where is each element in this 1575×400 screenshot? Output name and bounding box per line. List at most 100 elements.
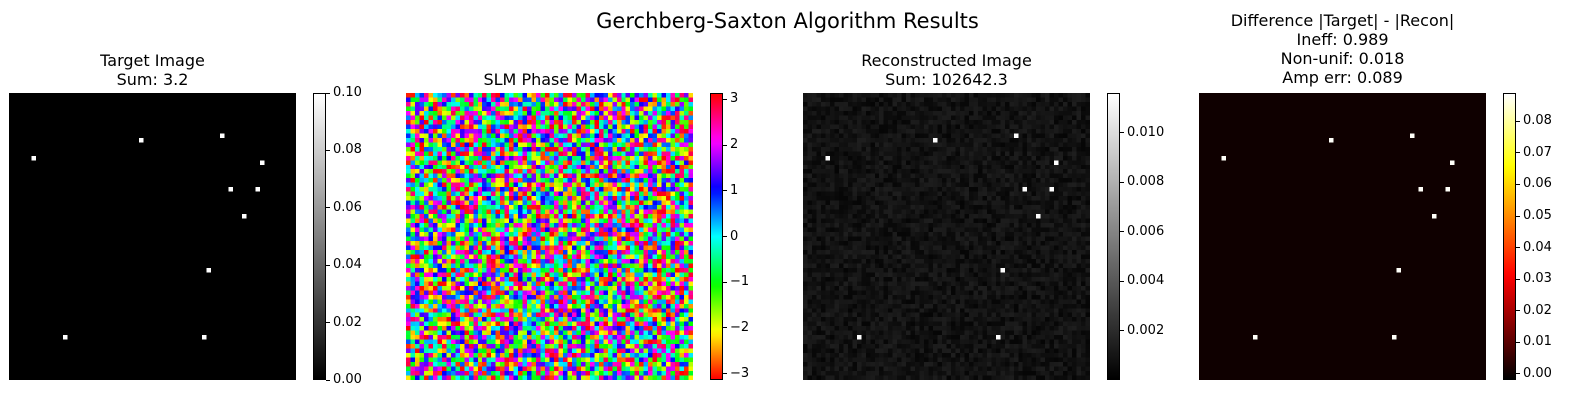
heatmap-cell [540, 218, 546, 224]
heatmap-cell [423, 137, 430, 143]
heatmap-cell [910, 93, 916, 99]
heatmap-cell [657, 348, 663, 354]
heatmap-cell [414, 128, 421, 134]
heatmap-cell [1000, 115, 1006, 121]
heatmap-cell [486, 187, 492, 193]
heatmap-cell [639, 227, 645, 233]
heatmap-cell [423, 348, 430, 354]
heatmap-cell [625, 137, 631, 143]
heatmap-cell [603, 128, 609, 134]
heatmap-cell [630, 335, 636, 341]
heatmap-cell [545, 214, 551, 220]
heatmap-cell [634, 187, 640, 193]
heatmap-cell [648, 240, 654, 247]
heatmap-cell [1031, 97, 1037, 103]
heatmap-cell [553, 160, 560, 166]
heatmap-cell [527, 232, 533, 238]
heatmap-cell [666, 115, 672, 121]
heatmap-cell [576, 348, 582, 354]
heatmap-cell [616, 339, 622, 345]
heatmap-cell [919, 119, 925, 125]
heatmap-cell [522, 276, 528, 282]
heatmap-cell [625, 285, 631, 291]
heatmap-cell [410, 308, 416, 314]
heatmap-cell [643, 236, 649, 242]
heatmap-cell [648, 294, 654, 300]
bright-spot [228, 187, 234, 192]
heatmap-cell [410, 285, 416, 291]
heatmap-cell [634, 93, 640, 99]
heatmap-cell [589, 353, 595, 359]
heatmap-cell [491, 146, 497, 152]
heatmap-cell [594, 128, 600, 134]
heatmap-cell [643, 137, 649, 143]
heatmap-cell [679, 128, 685, 134]
heatmap-cell [612, 236, 618, 242]
heatmap-cell [580, 106, 586, 112]
heatmap-cell [982, 119, 988, 125]
heatmap-cell [455, 218, 461, 224]
heatmap-cell [441, 371, 447, 377]
heatmap-cell [518, 146, 524, 152]
heatmap-cell [1049, 142, 1055, 148]
heatmap-cell [464, 267, 470, 273]
heatmap-cell [504, 182, 510, 188]
heatmap-cell [441, 236, 447, 242]
heatmap-cell [648, 317, 654, 323]
heatmap-cell [607, 240, 613, 247]
heatmap-cell [942, 142, 948, 148]
heatmap-cell [491, 371, 497, 377]
heatmap-cell [571, 236, 578, 242]
heatmap-cell [625, 339, 631, 345]
heatmap-cell [423, 205, 430, 211]
heatmap-cell [464, 330, 470, 336]
heatmap-cell [675, 299, 681, 305]
heatmap-cell [468, 303, 474, 309]
heatmap-cell [639, 294, 645, 300]
heatmap-cell [446, 155, 452, 161]
heatmap-cell [553, 272, 560, 278]
heatmap-cell [684, 294, 690, 300]
heatmap-cell [915, 106, 921, 112]
heatmap-cell [419, 133, 425, 139]
heatmap-cell [589, 110, 595, 117]
heatmap-cell [540, 258, 546, 265]
heatmap-cell [652, 348, 658, 354]
heatmap-cell [652, 254, 658, 260]
heatmap-cell [468, 357, 474, 363]
heatmap-cell [423, 169, 430, 175]
heatmap-cell [455, 326, 461, 332]
heatmap-cell [657, 362, 663, 368]
heatmap-cell [598, 110, 604, 117]
heatmap-cell [666, 303, 672, 309]
heatmap-cell [598, 303, 604, 309]
heatmap-cell [486, 330, 492, 336]
heatmap-cell [652, 155, 658, 161]
heatmap-cell [625, 214, 631, 220]
heatmap-cell [500, 191, 506, 197]
heatmap-cell [549, 106, 555, 112]
heatmap-cell [1000, 133, 1006, 139]
heatmap-cell [675, 353, 681, 359]
heatmap-cell [406, 240, 412, 247]
heatmap-cell [666, 285, 672, 291]
heatmap-cell [414, 312, 421, 318]
heatmap-cell [536, 133, 542, 139]
heatmap-cell [549, 214, 555, 220]
heatmap-cell [603, 146, 609, 152]
heatmap-cell [410, 187, 416, 193]
heatmap-cell [892, 124, 898, 130]
heatmap-cell [924, 124, 930, 130]
heatmap-cell [986, 97, 992, 103]
heatmap-cell [648, 339, 654, 345]
heatmap-cell [643, 254, 649, 260]
heatmap-cell [428, 366, 434, 372]
heatmap-cell [1004, 115, 1010, 121]
heatmap-cell [811, 137, 818, 143]
heatmap-cell [518, 223, 524, 229]
heatmap-cell [594, 357, 600, 363]
heatmap-cell [410, 326, 416, 332]
heatmap-cell [522, 330, 528, 336]
heatmap-cell [657, 375, 663, 380]
heatmap-cell [679, 196, 685, 202]
